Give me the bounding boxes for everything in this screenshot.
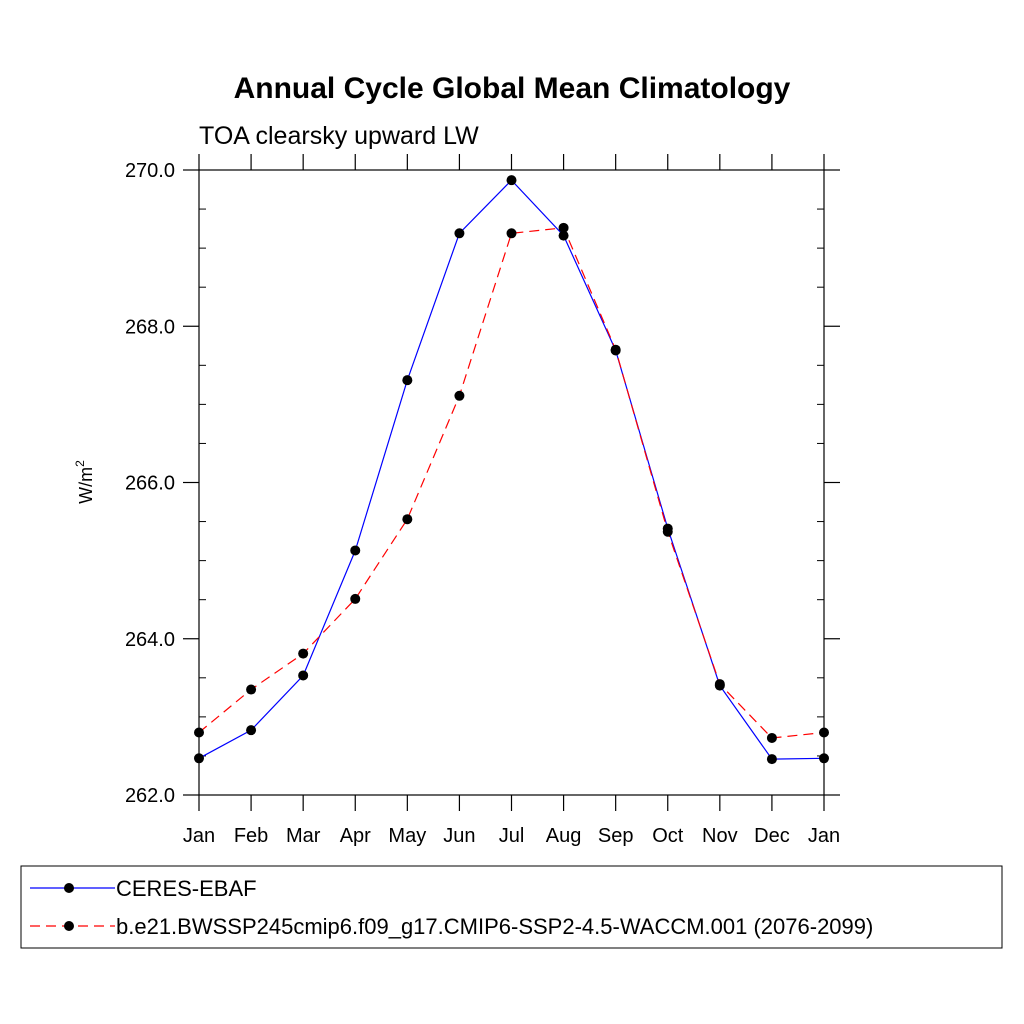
series-line-0 xyxy=(198,179,825,760)
y-axis-label-superscript: 2 xyxy=(73,460,87,467)
x-tick-label: May xyxy=(388,825,426,847)
x-tick-label: Aug xyxy=(546,825,582,847)
data-point-series-0 xyxy=(350,545,361,556)
y-tick-label: 270.0 xyxy=(125,160,175,182)
data-point-series-1 xyxy=(402,514,413,525)
data-point-series-1 xyxy=(766,732,777,743)
data-point-series-0 xyxy=(298,670,309,681)
x-tick-label: Nov xyxy=(702,825,738,847)
series-layer xyxy=(194,175,829,765)
data-point-series-1 xyxy=(298,648,309,659)
x-tick-label: Feb xyxy=(234,825,268,847)
x-tick-label: Dec xyxy=(754,825,790,847)
data-point-series-1 xyxy=(714,679,725,690)
data-point-series-1 xyxy=(194,727,204,738)
x-tick-label: Sep xyxy=(598,825,634,847)
y-tick-label: 268.0 xyxy=(125,316,175,338)
data-point-series-1 xyxy=(610,344,621,355)
y-tick-label: 264.0 xyxy=(125,629,175,651)
data-point-series-1 xyxy=(819,727,829,738)
data-point-series-1 xyxy=(662,526,673,537)
x-tick-label: Mar xyxy=(286,825,321,847)
legend-box xyxy=(20,865,1003,949)
data-point-series-1 xyxy=(246,684,257,695)
x-tick-label: Jan xyxy=(808,825,840,847)
data-point-series-0 xyxy=(402,375,413,386)
x-tick-label: Oct xyxy=(652,825,684,847)
legend-marker-ceres xyxy=(64,883,74,893)
svg-text:W/m2: W/m2 xyxy=(73,460,96,504)
x-tick-label: Jun xyxy=(443,825,475,847)
y-axis-label-text: W/m xyxy=(76,467,96,504)
data-point-series-0 xyxy=(766,754,777,765)
legend: CERES-EBAF b.e21.BWSSP245cmip6.f09_g17.C… xyxy=(20,865,1003,949)
data-point-series-1 xyxy=(558,222,569,233)
y-tick-label: 262.0 xyxy=(125,785,175,807)
data-point-series-0 xyxy=(246,725,257,736)
data-point-series-0 xyxy=(558,230,569,241)
data-point-series-0 xyxy=(819,753,829,764)
legend-label-model: b.e21.BWSSP245cmip6.f09_g17.CMIP6-SSP2-4… xyxy=(116,914,873,939)
chart-title: Annual Cycle Global Mean Climatology xyxy=(234,72,791,105)
data-point-series-1 xyxy=(506,228,517,239)
legend-marker-model xyxy=(64,921,74,931)
x-tick-label: Jul xyxy=(499,825,525,847)
x-tick-label: Jan xyxy=(183,825,215,847)
y-axis-label: W/m2 xyxy=(73,460,96,504)
axis-ticks: 262.0 264.0 266.0 268.0 270.0 Jan Feb Mar Apr May… xyxy=(125,154,840,847)
data-point-series-1 xyxy=(350,593,361,604)
series-line-1 xyxy=(198,227,825,739)
legend-label-ceres: CERES-EBAF xyxy=(116,876,257,901)
data-point-series-0 xyxy=(194,753,204,764)
x-tick-label: Apr xyxy=(340,825,371,847)
data-point-series-1 xyxy=(454,390,465,401)
y-tick-label: 266.0 xyxy=(125,473,175,495)
chart-subtitle: TOA clearsky upward LW xyxy=(199,122,479,150)
data-point-series-0 xyxy=(454,228,465,239)
data-point-series-0 xyxy=(506,175,517,186)
